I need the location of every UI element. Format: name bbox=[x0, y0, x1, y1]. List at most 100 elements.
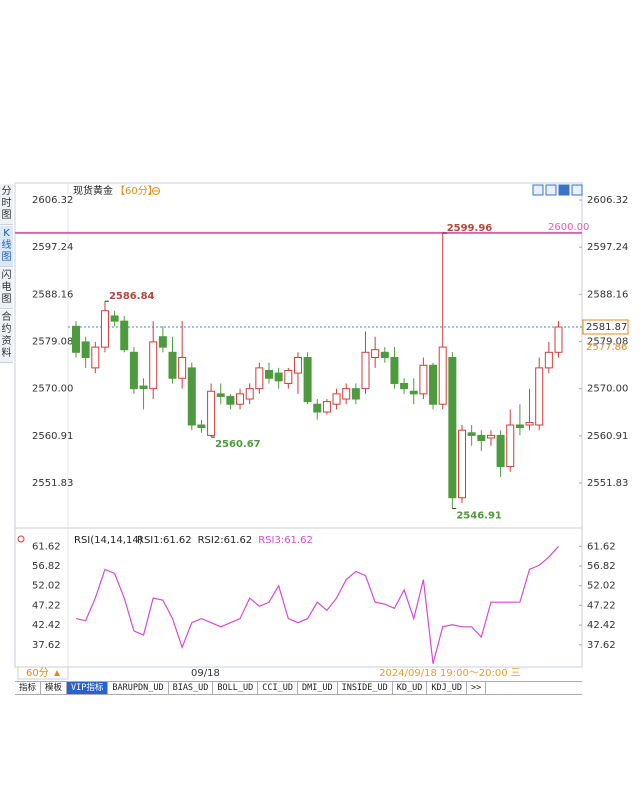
candle-body bbox=[486, 434, 495, 439]
indicator-tab[interactable]: VIP指标 bbox=[67, 682, 109, 694]
indicator-tab[interactable]: CCI_UD bbox=[258, 682, 298, 694]
candle-body bbox=[91, 346, 100, 369]
candle-body bbox=[72, 325, 80, 353]
annotation: 2546.91 bbox=[456, 511, 502, 522]
candle-body bbox=[380, 351, 389, 358]
side-tab[interactable]: 分时图 bbox=[0, 184, 13, 225]
candle-body bbox=[458, 429, 466, 499]
candle-body bbox=[535, 367, 544, 426]
legend-entry: RSI2:61.62 bbox=[198, 535, 253, 546]
candle-body bbox=[313, 403, 322, 413]
candle-body bbox=[448, 356, 457, 499]
candle-body bbox=[255, 367, 264, 390]
legend-entry: RSI1:61.62 bbox=[137, 535, 192, 546]
tool-button[interactable] bbox=[571, 184, 583, 196]
annotation: 2560.67 bbox=[215, 439, 261, 450]
side-tab[interactable]: 闪电图 bbox=[0, 268, 13, 309]
candle-body bbox=[129, 351, 138, 390]
side-tab[interactable]: K线图 bbox=[0, 226, 13, 267]
candle-body bbox=[351, 388, 360, 400]
y-tick-label: 2570.00 bbox=[587, 384, 628, 395]
y-tick-label: 61.62 bbox=[32, 541, 61, 552]
indicator-tab[interactable]: >> bbox=[467, 682, 487, 694]
candle-body bbox=[284, 369, 293, 384]
settings-icon[interactable] bbox=[17, 535, 25, 543]
candle-body bbox=[149, 341, 158, 390]
candle-body bbox=[120, 320, 129, 351]
y-tick-label: 2588.16 bbox=[32, 289, 73, 300]
y-tick-label: 47.22 bbox=[32, 600, 61, 611]
y-tick-label: 37.62 bbox=[32, 640, 61, 651]
indicator-tab[interactable]: KDJ_UD bbox=[427, 682, 468, 694]
candle-body bbox=[216, 393, 225, 397]
annotation: 2586.84 bbox=[109, 291, 155, 302]
y-tick-label: 2606.32 bbox=[587, 195, 628, 206]
indicator-tab[interactable]: 模板 bbox=[41, 682, 68, 694]
candle-body bbox=[139, 385, 148, 390]
indicator-tab[interactable]: INSIDE_UD bbox=[338, 682, 393, 694]
indicator-tab[interactable]: 指标 bbox=[15, 682, 42, 694]
candle-body bbox=[506, 424, 515, 468]
candle-body bbox=[515, 424, 524, 429]
candle-body bbox=[158, 336, 167, 348]
period-selector[interactable]: 60分 bbox=[26, 667, 49, 679]
rsi-line bbox=[75, 545, 559, 664]
candle-body bbox=[544, 351, 553, 369]
indicator-tab[interactable]: BIAS_UD bbox=[169, 682, 214, 694]
indicator-tab[interactable]: KD_UD bbox=[393, 682, 428, 694]
candle-body bbox=[110, 315, 119, 322]
candle-body bbox=[293, 356, 302, 374]
y-tick-label: 56.82 bbox=[32, 561, 61, 572]
y-tick-label: 2597.24 bbox=[32, 242, 73, 253]
y-tick-label: 52.02 bbox=[32, 581, 61, 592]
candle-body bbox=[371, 349, 380, 358]
indicator-tab[interactable]: BOLL_UD bbox=[213, 682, 259, 694]
price-line-label: 2600.00 bbox=[548, 222, 589, 233]
candle-body bbox=[332, 393, 341, 405]
last-price-label: 2581.87 bbox=[586, 322, 627, 333]
annotation: 2599.96 bbox=[447, 223, 493, 234]
tool-button[interactable] bbox=[558, 184, 570, 196]
y-tick-label: 42.42 bbox=[32, 620, 61, 631]
period-arrow[interactable] bbox=[54, 670, 60, 676]
y-tick-label: 2588.16 bbox=[587, 289, 628, 300]
candle-body bbox=[207, 390, 216, 436]
candle-body bbox=[429, 364, 438, 405]
y-tick-label: 2551.83 bbox=[32, 478, 73, 489]
candle-body bbox=[477, 434, 486, 442]
candle-body bbox=[525, 421, 534, 426]
x-tick-label: 09/18 bbox=[191, 668, 220, 679]
y-tick-label: 37.62 bbox=[587, 640, 616, 651]
y-tick-label: 2551.83 bbox=[587, 478, 628, 489]
last-price-box bbox=[582, 319, 629, 335]
tool-button[interactable] bbox=[545, 184, 557, 196]
legend-entry: RSI3:61.62 bbox=[258, 535, 313, 546]
y-tick-label: 42.42 bbox=[587, 620, 616, 631]
candle-body bbox=[265, 369, 273, 379]
y-tick-label: 52.02 bbox=[587, 581, 616, 592]
y-tick-label: 2560.91 bbox=[32, 431, 73, 442]
candle-body bbox=[342, 388, 351, 400]
frame bbox=[14, 182, 583, 668]
y-tick-label: 2597.24 bbox=[587, 242, 628, 253]
candle-body bbox=[438, 346, 447, 405]
tool-button[interactable] bbox=[532, 184, 544, 196]
candle-body bbox=[168, 351, 177, 379]
y-tick-label: 2606.32 bbox=[32, 195, 73, 206]
indicator-tab[interactable]: BARUPDN_UD bbox=[108, 682, 169, 694]
candle-body bbox=[390, 356, 399, 384]
collapse-icon[interactable] bbox=[152, 187, 160, 195]
chart-title: 现货黄金 bbox=[73, 184, 113, 197]
y-tick-label: 2570.00 bbox=[32, 384, 73, 395]
toolbar bbox=[532, 184, 583, 196]
candle-body bbox=[81, 341, 90, 358]
side-tab[interactable]: 合约资料 bbox=[0, 310, 13, 363]
candle-body bbox=[400, 382, 409, 390]
indicator-tab[interactable]: DMI_UD bbox=[298, 682, 338, 694]
y-tick-label: 2579.08 bbox=[587, 336, 628, 347]
candle-body bbox=[409, 390, 418, 395]
candle-body bbox=[197, 424, 206, 429]
candle-body bbox=[274, 372, 283, 382]
